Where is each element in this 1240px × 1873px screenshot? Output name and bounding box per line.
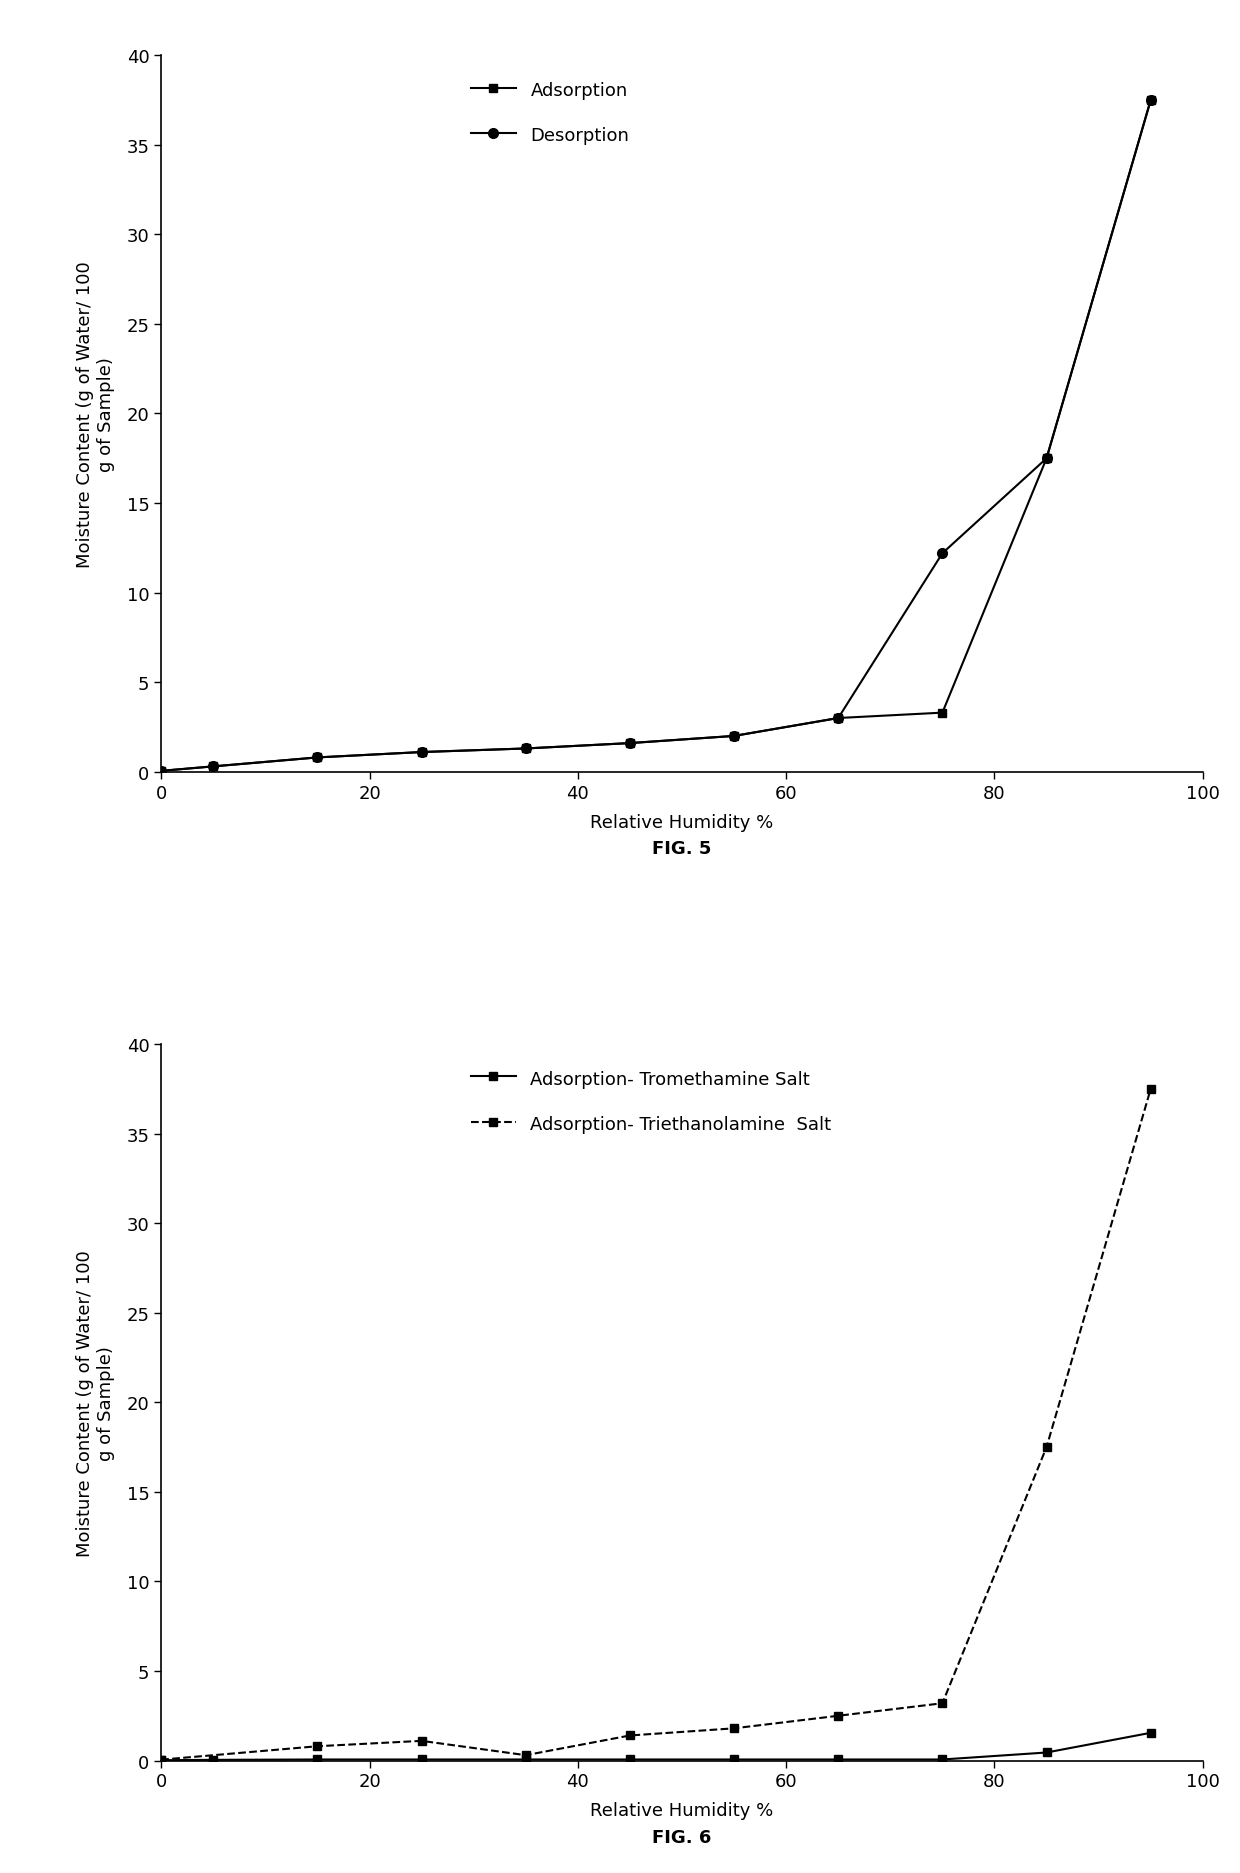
Adsorption- Tromethamine Salt xyxy=(414,1748,429,1770)
Adsorption xyxy=(831,708,846,730)
Adsorption- Triethanolamine  Salt xyxy=(310,1734,325,1757)
Legend: Adsorption, Desorption: Adsorption, Desorption xyxy=(461,73,639,154)
Adsorption- Triethanolamine  Salt xyxy=(414,1729,429,1751)
Line: Adsorption: Adsorption xyxy=(157,97,1154,775)
Adsorption- Triethanolamine  Salt xyxy=(154,1749,169,1772)
Adsorption xyxy=(1143,90,1158,112)
Adsorption- Triethanolamine  Salt xyxy=(831,1704,846,1727)
Y-axis label: Moisture Content (g of Water/ 100
g of Sample): Moisture Content (g of Water/ 100 g of S… xyxy=(77,260,115,568)
Desorption xyxy=(154,760,169,783)
Adsorption- Triethanolamine  Salt xyxy=(518,1744,533,1766)
Desorption xyxy=(622,732,637,755)
Adsorption xyxy=(414,742,429,764)
Desorption xyxy=(1143,90,1158,112)
Text: FIG. 5: FIG. 5 xyxy=(652,839,712,858)
Desorption xyxy=(935,543,950,566)
Text: FIG. 6: FIG. 6 xyxy=(652,1828,712,1847)
Desorption xyxy=(727,725,742,747)
Adsorption- Triethanolamine  Salt xyxy=(727,1718,742,1740)
Adsorption xyxy=(935,702,950,725)
Adsorption xyxy=(154,760,169,783)
Legend: Adsorption- Tromethamine Salt, Adsorption- Triethanolamine  Salt: Adsorption- Tromethamine Salt, Adsorptio… xyxy=(461,1060,841,1143)
Y-axis label: Moisture Content (g of Water/ 100
g of Sample): Moisture Content (g of Water/ 100 g of S… xyxy=(77,1249,115,1556)
Adsorption- Tromethamine Salt xyxy=(1143,1721,1158,1744)
Desorption xyxy=(414,742,429,764)
Adsorption- Triethanolamine  Salt xyxy=(1143,1079,1158,1101)
Adsorption- Tromethamine Salt xyxy=(727,1748,742,1770)
Desorption xyxy=(206,755,221,777)
Adsorption xyxy=(727,725,742,747)
Adsorption- Tromethamine Salt xyxy=(622,1748,637,1770)
Desorption xyxy=(1039,448,1054,470)
Line: Adsorption- Tromethamine Salt: Adsorption- Tromethamine Salt xyxy=(157,1729,1154,1764)
X-axis label: Relative Humidity %: Relative Humidity % xyxy=(590,1802,774,1819)
Adsorption- Triethanolamine  Salt xyxy=(1039,1437,1054,1459)
Adsorption- Tromethamine Salt xyxy=(518,1748,533,1770)
Adsorption xyxy=(1039,448,1054,470)
Adsorption- Triethanolamine  Salt xyxy=(935,1691,950,1714)
Adsorption xyxy=(206,755,221,777)
Adsorption- Tromethamine Salt xyxy=(154,1749,169,1772)
Adsorption- Tromethamine Salt xyxy=(206,1749,221,1772)
Adsorption xyxy=(622,732,637,755)
Adsorption- Tromethamine Salt xyxy=(935,1748,950,1770)
Desorption xyxy=(518,738,533,760)
Adsorption- Tromethamine Salt xyxy=(1039,1742,1054,1764)
Line: Adsorption- Triethanolamine  Salt: Adsorption- Triethanolamine Salt xyxy=(157,1084,1154,1764)
Desorption xyxy=(831,708,846,730)
Adsorption xyxy=(518,738,533,760)
Adsorption xyxy=(310,747,325,770)
Desorption xyxy=(310,747,325,770)
Line: Desorption: Desorption xyxy=(156,96,1156,775)
Adsorption- Tromethamine Salt xyxy=(310,1748,325,1770)
Adsorption- Tromethamine Salt xyxy=(831,1748,846,1770)
X-axis label: Relative Humidity %: Relative Humidity % xyxy=(590,813,774,832)
Adsorption- Triethanolamine  Salt xyxy=(622,1725,637,1748)
